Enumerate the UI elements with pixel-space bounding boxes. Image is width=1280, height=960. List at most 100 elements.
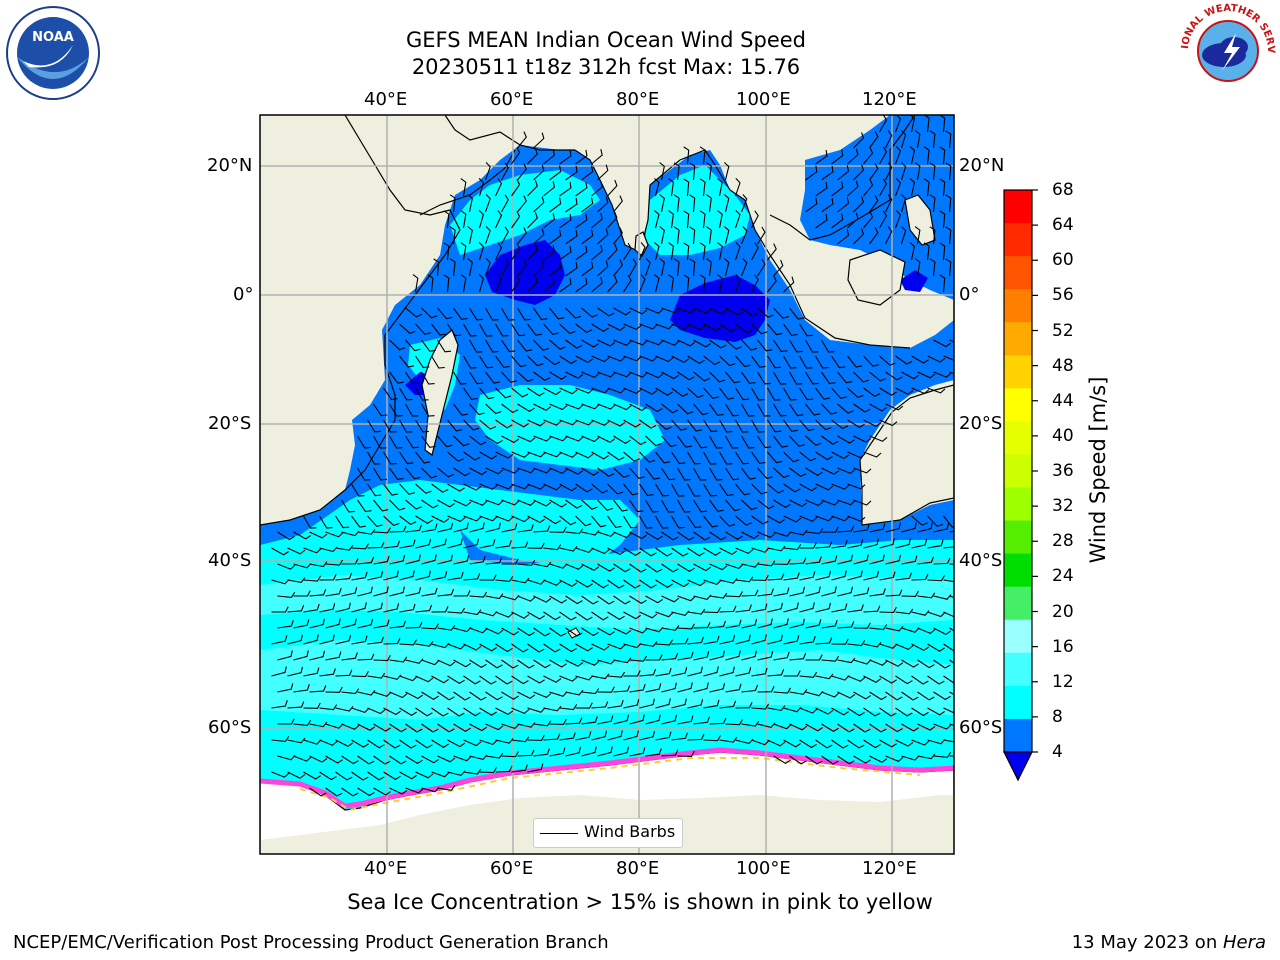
wind-barb <box>789 307 805 320</box>
wind-barb <box>351 602 367 613</box>
wind-barb <box>533 525 551 533</box>
wind-barb <box>373 691 392 697</box>
wind-barb <box>399 355 415 368</box>
wind-barb <box>895 387 914 395</box>
wind-barb <box>853 467 872 474</box>
wind-barb <box>735 323 753 334</box>
wind-barb <box>869 195 879 213</box>
wind-barb <box>677 435 692 448</box>
wind-barb <box>549 165 562 181</box>
wind-barb <box>815 181 828 197</box>
wind-barb <box>837 525 855 533</box>
wind-barb <box>639 355 658 362</box>
wind-barb <box>847 355 863 368</box>
wind-barb <box>309 787 327 797</box>
wind-barb <box>719 605 737 613</box>
wind-barb <box>543 675 562 683</box>
wind-barb <box>789 586 806 597</box>
wind-barb <box>591 515 607 528</box>
map-title: GEFS MEAN Indian Ocean Wind Speed <box>405 28 807 52</box>
wind-barb <box>719 666 735 677</box>
wind-barb <box>613 657 632 664</box>
wind-barb <box>463 739 482 747</box>
wind-barb <box>287 634 303 645</box>
wind-barb <box>837 229 850 245</box>
wind-barb <box>767 323 783 336</box>
wind-barb <box>469 691 487 701</box>
wind-under-4-sulawesi <box>900 270 928 292</box>
wind-barb <box>943 355 954 361</box>
wind-barb <box>863 179 874 197</box>
wind-barb <box>549 526 567 533</box>
wind-barb <box>773 307 789 319</box>
colorbar-tick-label: 28 <box>1052 531 1074 552</box>
wind-barb <box>751 210 759 229</box>
wind-barb <box>703 666 719 677</box>
wind-barb <box>575 547 594 554</box>
wind-barb <box>447 643 466 650</box>
wind-barb <box>911 355 929 364</box>
wind-barb <box>929 130 936 149</box>
wind-barb <box>527 515 546 524</box>
wind-barb <box>837 499 856 506</box>
wind-barb <box>709 531 727 541</box>
wind-barb <box>869 588 886 597</box>
wind-barb <box>900 130 907 149</box>
wind-barb <box>654 210 660 229</box>
wind-barb <box>367 739 385 749</box>
wind-barb <box>433 258 440 277</box>
wind-barb <box>405 371 420 385</box>
australia <box>859 384 954 526</box>
wind-barb <box>277 650 293 661</box>
wind-barb <box>467 226 473 245</box>
wind-barb <box>533 164 545 181</box>
wind-barb <box>895 538 911 549</box>
wind-barb <box>469 467 488 476</box>
wind-barb <box>437 755 456 763</box>
wind-barb <box>645 307 664 314</box>
wind-barb <box>431 571 448 581</box>
colorbar-tick-label: 4 <box>1052 742 1063 762</box>
wind-barb <box>895 572 913 581</box>
wind-barb <box>815 515 834 522</box>
wind-barb <box>929 162 936 181</box>
lat-tick-left-20n: 20°N <box>207 155 253 176</box>
wind-barb <box>703 387 719 400</box>
wind-barb <box>351 707 370 714</box>
wind-barb <box>421 659 440 666</box>
wind-barb <box>460 242 467 261</box>
colorbar-segment <box>1004 355 1032 389</box>
wind-barb <box>460 274 467 293</box>
wind-barb <box>799 636 816 645</box>
wind-barb <box>421 723 439 733</box>
colorbar-tick-label: 12 <box>1052 671 1074 692</box>
wind-barb <box>740 226 748 245</box>
wind-barb <box>943 579 954 583</box>
svg-text:NOAA: NOAA <box>32 30 74 45</box>
wind-barb <box>501 435 520 444</box>
wind-barb <box>927 515 944 527</box>
wind-barb <box>767 483 785 494</box>
wind-barb <box>565 595 583 605</box>
wind-barb <box>607 515 622 528</box>
colorbar-tick-label: 40 <box>1052 425 1074 446</box>
wind-barb <box>367 771 385 781</box>
wind-barb <box>575 387 594 394</box>
wind-barb <box>517 227 527 245</box>
wind-barb <box>671 637 689 645</box>
wind-barb <box>565 229 578 245</box>
wind-barb <box>447 707 465 717</box>
wind-barb <box>405 435 420 449</box>
wind-barb <box>597 659 616 665</box>
wind-barb <box>735 547 754 555</box>
wind-barb <box>863 675 882 683</box>
wind-barb <box>325 587 342 597</box>
wind-barb <box>277 592 296 598</box>
wind-barb <box>399 570 415 581</box>
wind-barb <box>659 226 665 245</box>
wind-barb <box>501 371 517 383</box>
borneo <box>847 249 906 306</box>
wind-barb <box>863 538 879 549</box>
wind-barb <box>659 162 665 181</box>
wind-barb <box>885 755 904 762</box>
